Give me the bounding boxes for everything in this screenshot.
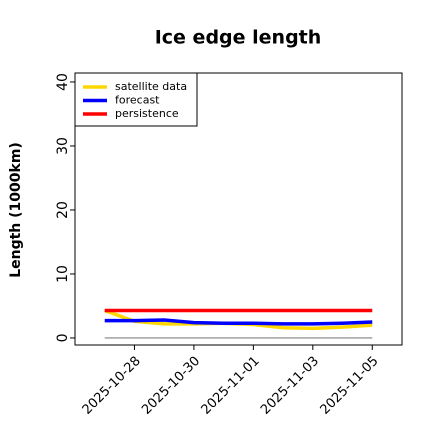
legend-label: satellite data (115, 80, 187, 93)
y-axis-label: Length (1000km) (8, 142, 24, 278)
y-tick-label: 0 (55, 333, 71, 342)
series-line (104, 318, 373, 326)
y-tick-label: 40 (55, 73, 71, 91)
x-tick-label: 2025-10-30 (139, 354, 203, 418)
plot-frame (74, 72, 403, 346)
y-tick-label: 10 (55, 265, 71, 283)
x-tick-label: 2025-11-03 (258, 354, 322, 418)
y-tick-label: 20 (55, 201, 71, 219)
x-tick-label: 2025-10-28 (80, 354, 144, 418)
x-tick-label: 2025-11-05 (318, 354, 382, 418)
y-tick-label: 30 (55, 137, 71, 155)
legend-label: forecast (115, 94, 160, 107)
legend-label: persistence (115, 107, 179, 120)
x-tick-label: 2025-11-01 (199, 354, 263, 418)
chart-title: Ice edge length (155, 27, 322, 49)
